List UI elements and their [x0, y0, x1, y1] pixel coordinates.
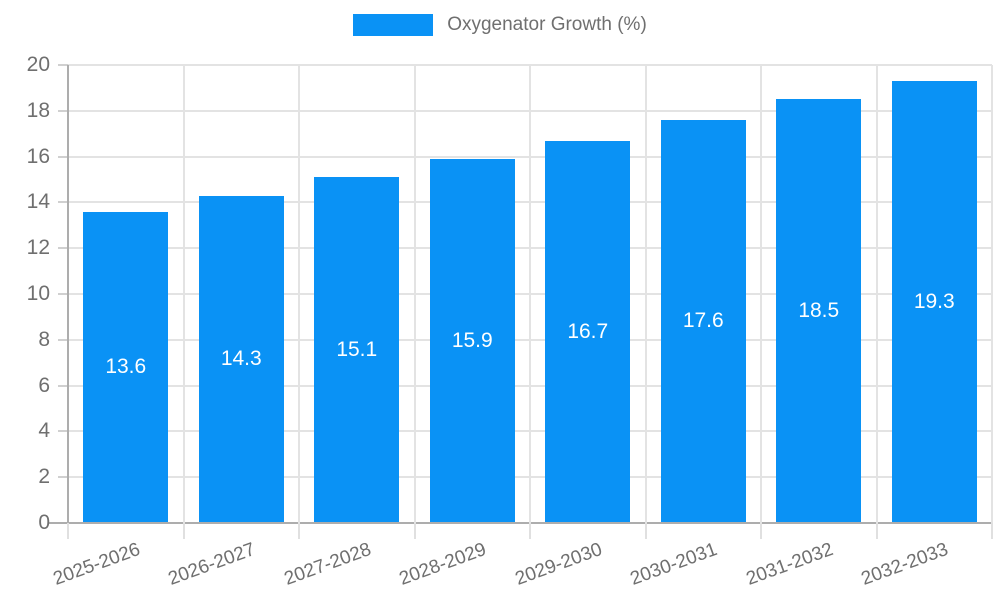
x-tick-label: 2031-2032	[743, 539, 836, 590]
x-axis-tick	[413, 523, 416, 539]
x-tick-label: 2032-2033	[858, 539, 952, 590]
y-axis-tick	[48, 522, 68, 524]
gridline-vertical	[991, 65, 993, 523]
y-axis-tick	[58, 476, 68, 479]
gridline-vertical	[644, 65, 647, 523]
y-axis-tick	[58, 384, 68, 387]
gridline-vertical	[413, 65, 416, 523]
legend-label: Oxygenator Growth (%)	[447, 14, 647, 35]
bar[interactable]	[314, 177, 400, 522]
x-tick-label: 2027-2028	[281, 539, 374, 590]
y-axis-line	[67, 65, 69, 523]
chart-legend[interactable]: Oxygenator Growth (%)	[0, 14, 1000, 36]
y-axis-tick	[58, 64, 68, 66]
x-axis-tick	[529, 523, 531, 539]
x-axis-tick	[991, 523, 993, 539]
bar[interactable]	[891, 81, 977, 522]
y-axis-tick	[58, 155, 68, 158]
y-axis-tick	[58, 430, 68, 433]
bar[interactable]	[429, 158, 515, 522]
bar[interactable]	[198, 195, 284, 522]
y-tick-label: 6	[38, 373, 50, 397]
gridline-vertical	[182, 65, 185, 523]
gridline-vertical	[875, 65, 878, 523]
y-tick-label: 12	[26, 236, 50, 260]
x-axis-tick	[760, 523, 762, 539]
y-tick-label: 10	[26, 282, 50, 305]
gridline-vertical	[529, 65, 531, 523]
y-axis-tick	[58, 247, 68, 250]
x-axis-tick	[644, 523, 647, 539]
y-axis-tick	[58, 338, 68, 341]
y-tick-label: 0	[38, 511, 50, 534]
gridline-vertical	[298, 65, 300, 523]
y-axis-tick	[58, 293, 68, 295]
x-tick-label: 2026-2027	[165, 539, 259, 590]
bar[interactable]	[660, 119, 746, 522]
legend-swatch-icon	[353, 14, 434, 36]
y-tick-label: 8	[38, 327, 50, 351]
x-axis-tick	[182, 523, 185, 539]
x-tick-label: 2028-2029	[396, 539, 490, 590]
y-tick-label: 14	[26, 190, 50, 214]
y-tick-label: 18	[26, 98, 50, 122]
y-axis-tick	[58, 201, 68, 204]
x-axis-tick	[875, 523, 878, 539]
y-tick-label: 16	[26, 144, 50, 168]
bar[interactable]	[83, 211, 169, 522]
x-tick-label: 2030-2031	[627, 539, 721, 590]
bar[interactable]	[776, 99, 862, 522]
x-axis-tick	[67, 523, 69, 539]
y-tick-label: 20	[26, 53, 50, 76]
bar[interactable]	[545, 140, 631, 522]
y-tick-label: 4	[38, 419, 50, 443]
x-tick-label: 2025-2026	[50, 539, 143, 590]
x-tick-label: 2029-2030	[512, 539, 605, 590]
x-axis-tick	[298, 523, 300, 539]
y-tick-label: 2	[38, 465, 50, 489]
gridline-vertical	[760, 65, 762, 523]
y-axis-tick	[58, 109, 68, 112]
